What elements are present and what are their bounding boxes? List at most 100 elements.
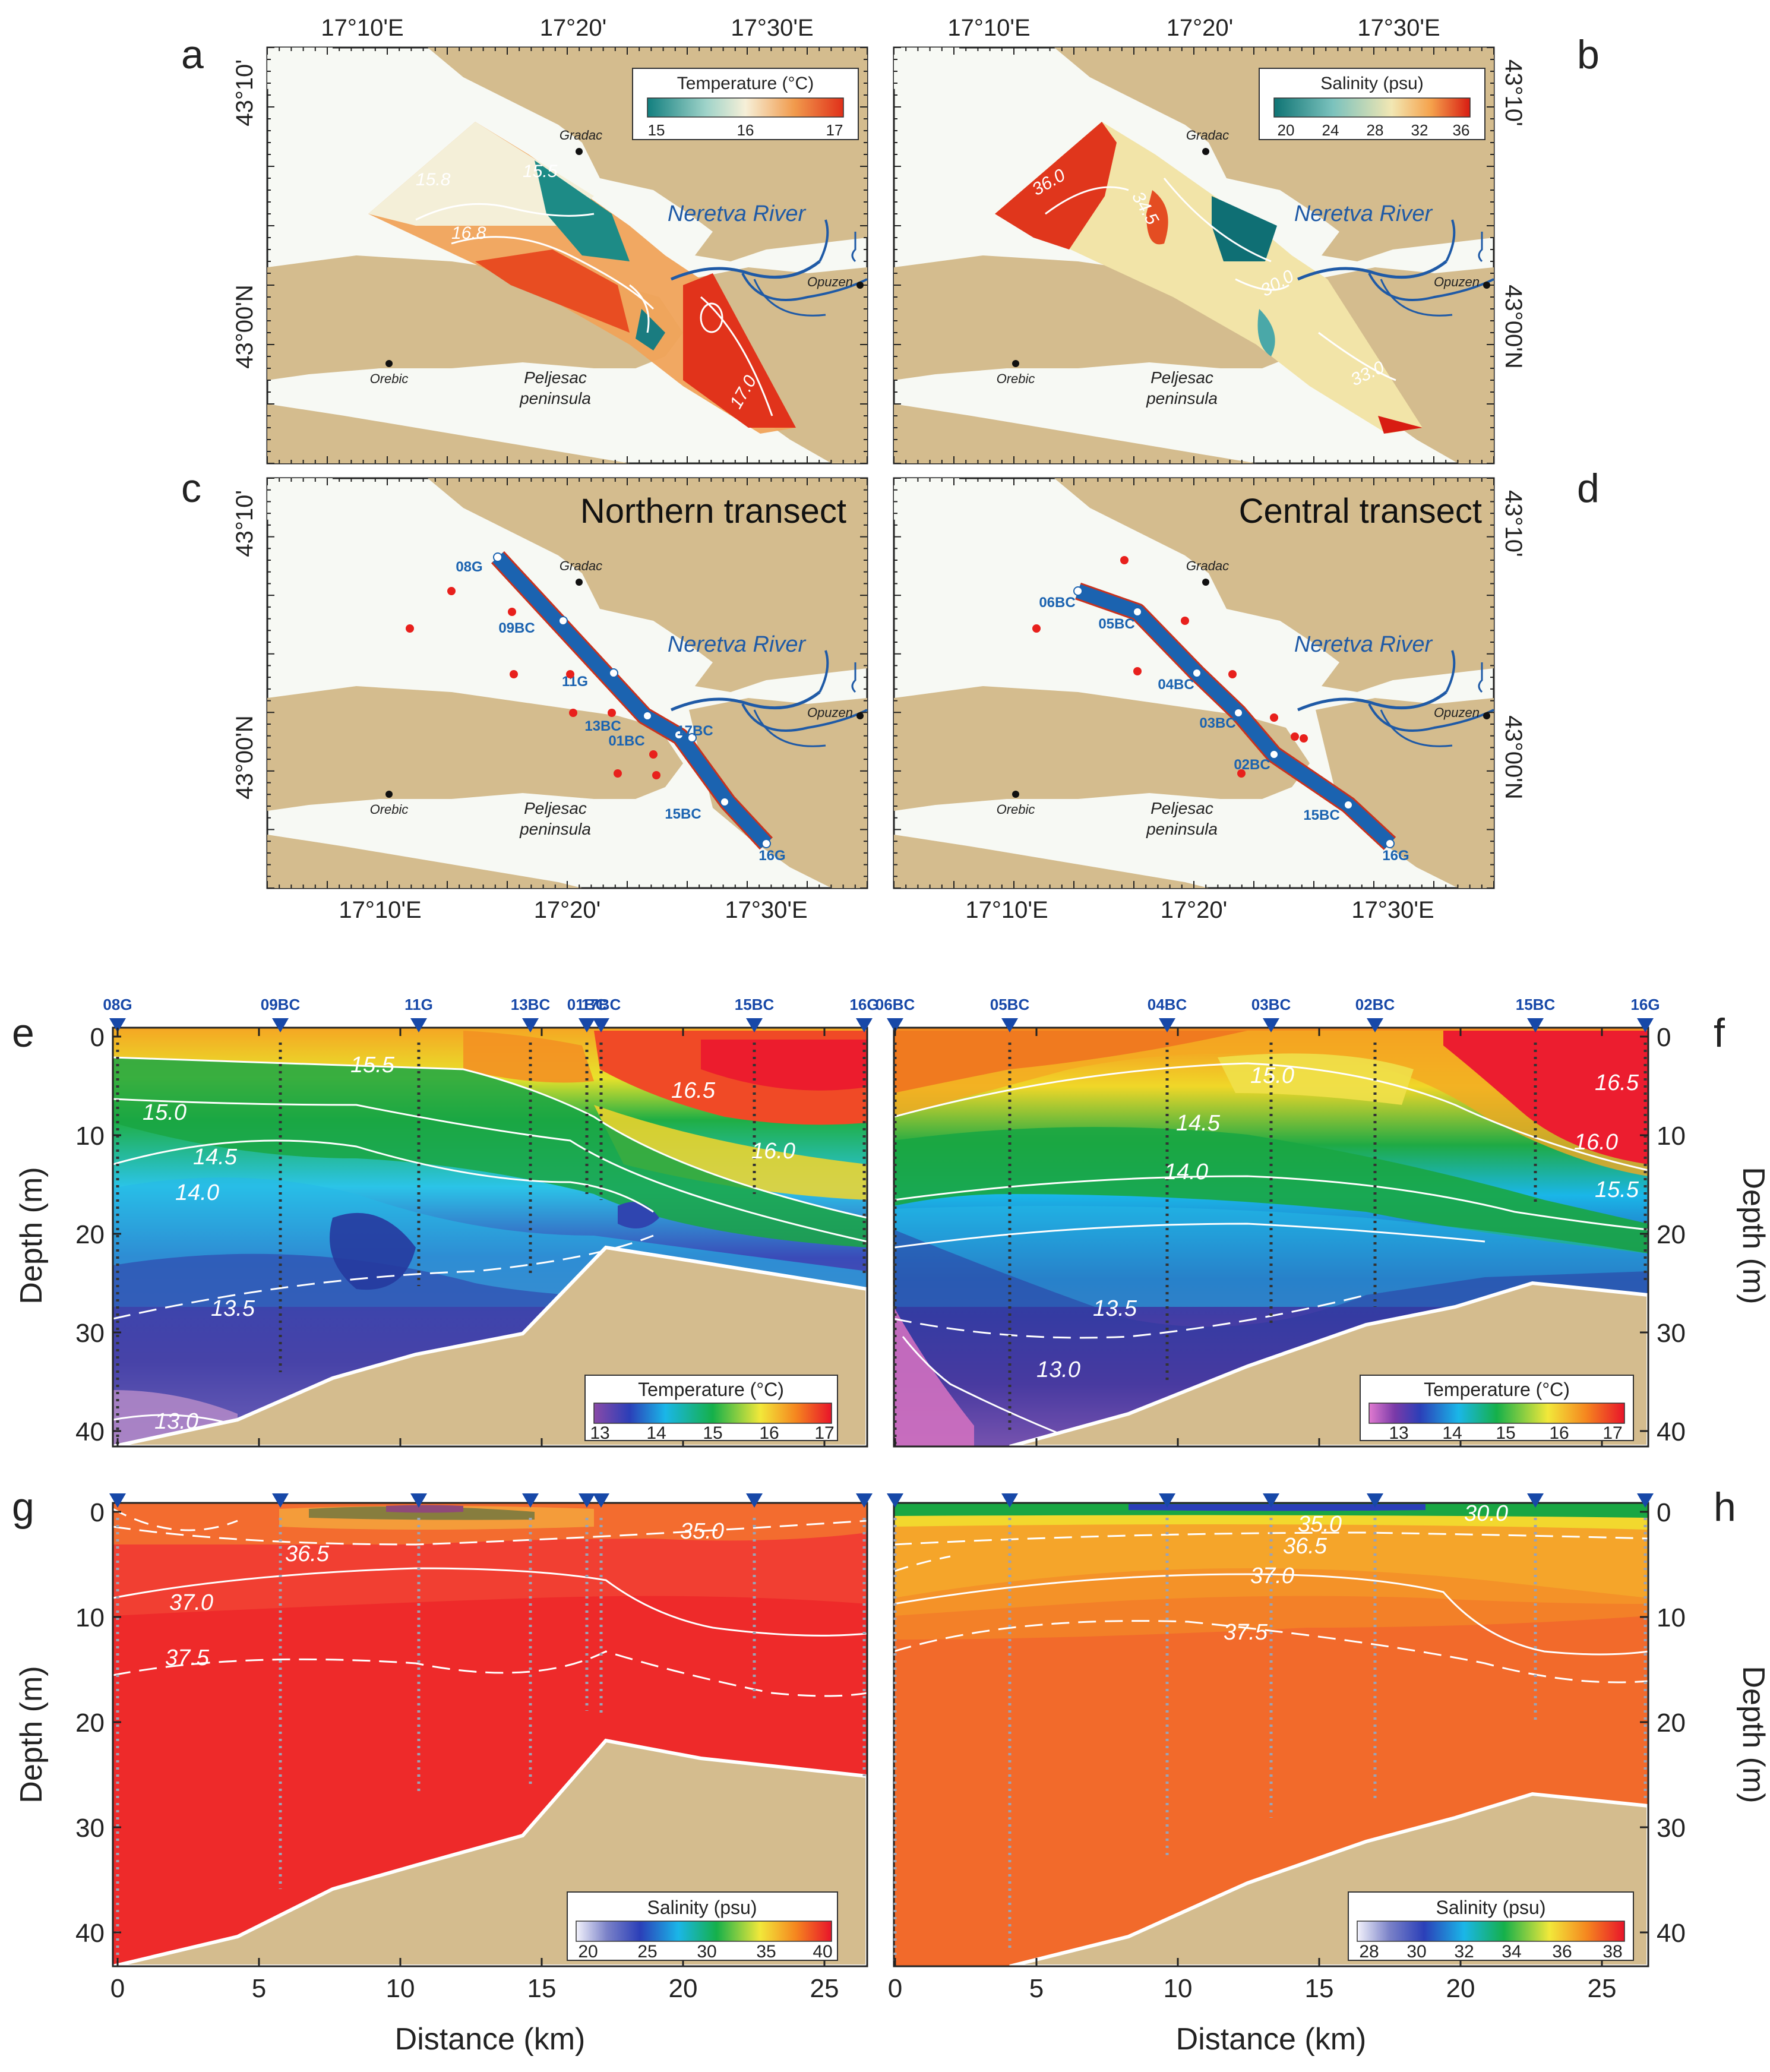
legend-e-tick-4: 16 bbox=[759, 1423, 779, 1443]
depth-tick-label: 40 bbox=[75, 1417, 105, 1446]
peljesac-label: Peljesac bbox=[1150, 368, 1213, 387]
legend-b-tick-1: 20 bbox=[1278, 121, 1295, 139]
station-marker-triangle bbox=[1367, 1493, 1383, 1508]
sec-f-contour-8: 13.0 bbox=[1036, 1357, 1080, 1382]
peljesac-label-line2: peninsula bbox=[519, 820, 591, 838]
sec-g-contour-1: 35.0 bbox=[680, 1519, 724, 1544]
station-marker-triangle bbox=[1367, 1018, 1383, 1032]
station-marker-triangle bbox=[1637, 1493, 1654, 1508]
gradac-label: Gradac bbox=[560, 558, 602, 573]
legend-h-tick-6: 38 bbox=[1603, 1942, 1622, 1962]
legend-g-tick-3: 30 bbox=[697, 1942, 716, 1962]
station-label-c: 09BC bbox=[498, 620, 535, 636]
cruise-station-dot bbox=[406, 624, 414, 633]
station-marker-triangle bbox=[887, 1493, 903, 1508]
depth-tick-label: 20 bbox=[75, 1708, 105, 1738]
legend-e-tick-1: 13 bbox=[590, 1423, 609, 1443]
peljesac-label-line2: peninsula bbox=[1146, 389, 1218, 408]
place-names-panel: Gradac Opuzen Orebic Neretva River Peljesac p… bbox=[370, 128, 864, 408]
section-panel-h bbox=[894, 1503, 1648, 1966]
legend-g-tick-1: 20 bbox=[578, 1942, 598, 1962]
section-station-label: 08G bbox=[103, 996, 132, 1013]
distance-label-g: Distance (km) bbox=[395, 2022, 586, 2057]
station-marker-triangle bbox=[1001, 1493, 1018, 1508]
legend-h-tick-4: 34 bbox=[1502, 1942, 1521, 1962]
gradac-label: Gradac bbox=[1186, 558, 1229, 573]
lon-label-bottom-d-3: 17°30'E bbox=[1351, 897, 1434, 923]
legend-h-tick-5: 36 bbox=[1552, 1942, 1572, 1962]
depth-label-g: Depth (m) bbox=[14, 1666, 49, 1803]
panel-letter-g: g bbox=[12, 1484, 34, 1530]
section-station-label: 15BC bbox=[735, 996, 775, 1013]
panel-letter-c: c bbox=[181, 466, 201, 511]
section-station-label: 16G bbox=[849, 996, 878, 1013]
legend-h-tick-3: 32 bbox=[1454, 1942, 1474, 1962]
lat-label-a-2: 43°00'N bbox=[232, 285, 258, 369]
map-d-title: Central transect bbox=[1239, 492, 1482, 530]
legend-g-tick-5: 40 bbox=[813, 1942, 832, 1962]
legend-e-tick-2: 14 bbox=[646, 1423, 666, 1443]
lat-label-c-2: 43°00'N bbox=[232, 715, 258, 800]
station-marker-triangle bbox=[1637, 1018, 1654, 1032]
station-marker-triangle bbox=[746, 1493, 763, 1508]
panel-letter-a: a bbox=[181, 32, 204, 77]
map-frame-ticks bbox=[267, 47, 1494, 889]
sec-h-contour-4: 37.0 bbox=[1250, 1564, 1294, 1588]
section-station-label: 13BC bbox=[511, 996, 551, 1013]
gradac-label: Gradac bbox=[560, 128, 602, 143]
station-marker-triangle bbox=[1001, 1018, 1018, 1032]
depth-tick-label: 40 bbox=[75, 1919, 105, 1948]
transect-station-marker bbox=[674, 730, 684, 740]
station-marker-triangle bbox=[522, 1018, 539, 1032]
station-marker-triangle bbox=[109, 1493, 126, 1508]
station-marker-triangle bbox=[579, 1493, 595, 1508]
legend-h-tick-2: 30 bbox=[1406, 1942, 1426, 1962]
transect-station-marker bbox=[558, 616, 568, 626]
legend-f-tick-4: 16 bbox=[1549, 1423, 1569, 1443]
section-station-label: 04BC bbox=[1148, 996, 1187, 1013]
depth-label-h: Depth (m) bbox=[1736, 1666, 1770, 1803]
sec-e-contour-4: 14.5 bbox=[193, 1145, 238, 1170]
legend-g: Salinity (psu) 20 25 30 35 40 bbox=[567, 1891, 838, 1962]
sec-e-contour-1: 15.5 bbox=[350, 1053, 395, 1078]
map-a-contour-1: 15.8 bbox=[416, 170, 451, 189]
transect-station-marker bbox=[1344, 800, 1353, 810]
station-label-d: 03BC bbox=[1199, 715, 1235, 731]
station-label-c: 13BC bbox=[584, 718, 621, 734]
peljesac-label: Peljesac bbox=[524, 799, 587, 817]
map-c-title: Northern transect bbox=[580, 492, 846, 530]
legend-a-tick-2: 16 bbox=[737, 121, 754, 139]
opuzen-label: Opuzen bbox=[1434, 274, 1480, 289]
sec-f-contour-1: 15.0 bbox=[1250, 1063, 1294, 1088]
station-marker-triangle bbox=[410, 1493, 427, 1508]
station-label-d: 04BC bbox=[1158, 677, 1194, 693]
cruise-station-dot bbox=[608, 709, 616, 717]
depth-label-f: Depth (m) bbox=[1736, 1167, 1770, 1304]
place-names-panel: Gradac Opuzen Orebic Neretva River Peljesac p… bbox=[997, 558, 1490, 838]
cruise-station-dot bbox=[1237, 769, 1246, 778]
station-label-c: 01BC bbox=[608, 733, 644, 749]
station-marker-triangle bbox=[856, 1018, 873, 1032]
depth-tick-label: 0 bbox=[1657, 1023, 1671, 1052]
distance-label-h: Distance (km) bbox=[1176, 2022, 1367, 2057]
sec-f-contour-3: 14.5 bbox=[1176, 1111, 1221, 1136]
depth-tick-label: 30 bbox=[1657, 1319, 1686, 1348]
sec-e-contour-8: 13.0 bbox=[154, 1409, 198, 1434]
distance-tick-label: 10 bbox=[1164, 1974, 1193, 2003]
sec-e-contour-6: 14.0 bbox=[175, 1180, 219, 1205]
station-marker-triangle bbox=[522, 1493, 539, 1508]
gradac-marker bbox=[1202, 148, 1209, 155]
legend-b-title: Salinity (psu) bbox=[1320, 74, 1423, 93]
distance-tick-label: 10 bbox=[386, 1974, 415, 2003]
gradac-marker bbox=[1202, 579, 1209, 586]
peljesac-label: Peljesac bbox=[524, 368, 587, 387]
depth-tick-label: 20 bbox=[1657, 1708, 1686, 1738]
sec-f-contour-6: 15.5 bbox=[1595, 1177, 1639, 1202]
station-label-c: 08G bbox=[456, 559, 482, 575]
distance-tick-label: 5 bbox=[1029, 1974, 1044, 2003]
orebic-marker bbox=[1012, 791, 1019, 798]
lon-label-bottom-c-1: 17°10'E bbox=[339, 897, 421, 923]
orebic-label: Orebic bbox=[370, 371, 409, 386]
opuzen-label: Opuzen bbox=[807, 705, 853, 720]
